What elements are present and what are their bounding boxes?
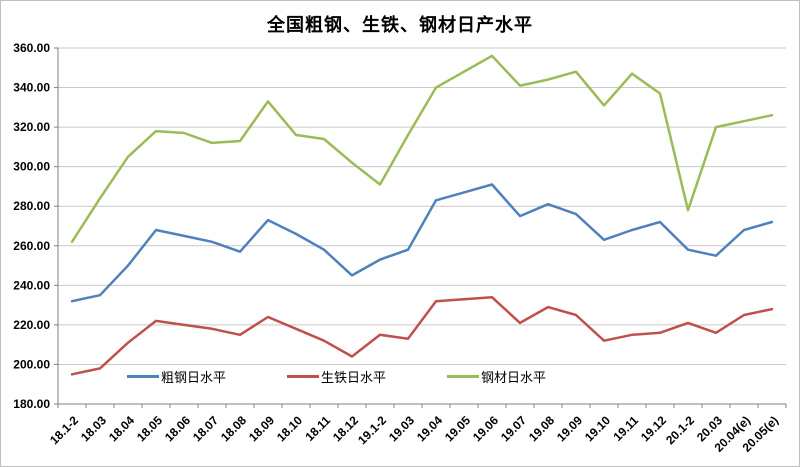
series-line-0 <box>70 183 774 303</box>
y-axis-label: 280.00 <box>13 199 50 213</box>
y-axis-label: 360.00 <box>13 41 50 55</box>
legend-label-steel-products: 钢材日水平 <box>481 370 547 385</box>
x-axis-label: 18.1-2 <box>47 413 81 447</box>
y-axis-label: 320.00 <box>13 120 50 134</box>
legend: 粗钢日水平 生铁日水平 钢材日水平 <box>127 367 607 386</box>
y-axis-label: 260.00 <box>13 239 50 253</box>
x-axis-label: 18.10 <box>274 413 305 444</box>
x-axis-label: 19.11 <box>610 413 641 444</box>
y-axis-label: 300.00 <box>13 160 50 174</box>
x-axis-label: 19.1-2 <box>355 413 389 447</box>
legend-label-crude-steel: 粗钢日水平 <box>161 370 227 385</box>
series-line-2 <box>70 54 774 244</box>
y-axis-label: 340.00 <box>13 81 50 95</box>
x-axis-label: 19.10 <box>582 413 613 444</box>
pig-iron-line-swatch <box>287 375 319 378</box>
legend-item-pig-iron: 生铁日水平 <box>287 367 447 386</box>
steel-products-line-swatch <box>447 375 479 378</box>
x-axis-label: 18.09 <box>246 413 277 444</box>
legend-label-pig-iron: 生铁日水平 <box>321 370 387 385</box>
chart-title: 全国粗钢、生铁、钢材日产水平 <box>267 15 533 35</box>
x-axis-label: 19.08 <box>526 413 557 444</box>
legend-item-steel-products: 钢材日水平 <box>447 367 607 386</box>
x-axis-label: 19.06 <box>470 413 501 444</box>
x-axis-label: 19.07 <box>498 413 529 444</box>
series-line-1 <box>70 295 774 376</box>
y-axis-label: 240.00 <box>13 278 50 292</box>
x-axis-label: 18.04 <box>106 413 137 444</box>
x-axis-label: 18.05 <box>134 413 165 444</box>
x-axis-label: 19.03 <box>386 413 417 444</box>
x-axis-label: 18.11 <box>302 413 333 444</box>
x-axis-label: 18.03 <box>78 413 109 444</box>
x-axis-label: 18.07 <box>190 413 221 444</box>
x-axis-label: 19.09 <box>554 413 585 444</box>
x-axis-label: 19.04 <box>414 413 445 444</box>
y-axis-label: 180.00 <box>13 397 50 411</box>
x-axis-label: 19.05 <box>442 413 473 444</box>
crude-steel-line-swatch <box>127 375 159 378</box>
x-axis-label: 20.1-2 <box>663 413 697 447</box>
y-axis-label: 200.00 <box>13 357 50 371</box>
legend-item-crude-steel: 粗钢日水平 <box>127 367 287 386</box>
x-axis-label: 18.08 <box>218 413 249 444</box>
y-axis-label: 220.00 <box>13 318 50 332</box>
x-axis-label: 18.06 <box>162 413 193 444</box>
